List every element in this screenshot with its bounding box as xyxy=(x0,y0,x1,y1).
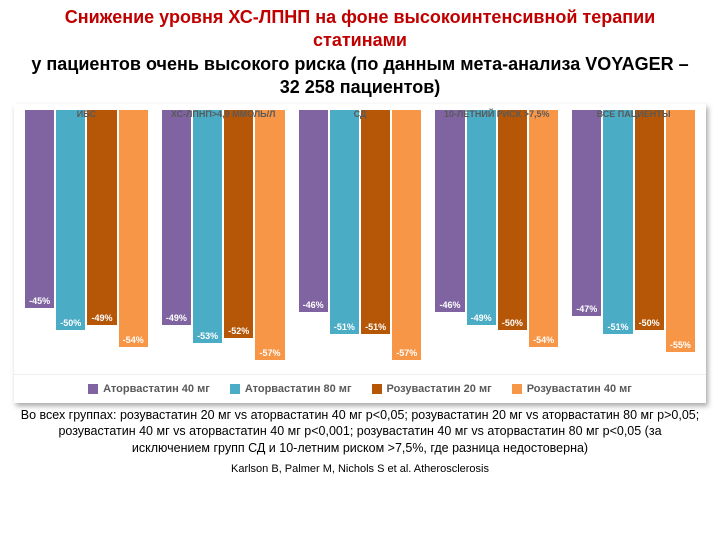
bar-value-label: -50% xyxy=(498,318,527,328)
bar: -57% xyxy=(255,110,284,361)
legend-item: Аторвастатин 80 мг xyxy=(230,383,352,395)
legend-label: Розувастатин 20 мг xyxy=(387,383,492,395)
legend-item: Аторвастатин 40 мг xyxy=(88,383,210,395)
bar-value-label: -47% xyxy=(572,304,601,314)
legend-swatch xyxy=(372,384,382,394)
bar: -47% xyxy=(572,110,601,317)
bar-value-label: -46% xyxy=(299,300,328,310)
chart-group: ХС-ЛПНП>4,9 ММОЛЬ/Л-49%-53%-52%-57% xyxy=(157,110,290,374)
bar-value-label: -57% xyxy=(255,348,284,358)
bar: -54% xyxy=(529,110,558,348)
bar-value-label: -46% xyxy=(435,300,464,310)
bar: -49% xyxy=(87,110,116,326)
bar: -55% xyxy=(666,110,695,352)
bar-value-label: -51% xyxy=(603,322,632,332)
bar-value-label: -54% xyxy=(119,335,148,345)
bar-cluster: -45% -50%-49% -54% xyxy=(20,110,153,374)
bar-value-label: -57% xyxy=(392,348,421,358)
legend-label: Аторвастатин 80 мг xyxy=(245,383,352,395)
bar-cluster: -46% -51%-51% -57% xyxy=(294,110,427,374)
bar-value-label: -53% xyxy=(193,331,222,341)
bar: -57% xyxy=(392,110,421,361)
title-red: Снижение уровня ХС-ЛПНП на фоне высокоин… xyxy=(65,7,655,50)
bar-value-label: -49% xyxy=(467,313,496,323)
legend-swatch xyxy=(230,384,240,394)
legend-item: Розувастатин 20 мг xyxy=(372,383,492,395)
bar: -52% xyxy=(224,110,253,339)
chart-group: ВСЕ ПАЦИЕНТЫ-47%-51%-50%-55% xyxy=(567,110,700,374)
bar-value-label: -55% xyxy=(666,340,695,350)
legend-item: Розувастатин 40 мг xyxy=(512,383,632,395)
bar-value-label: -52% xyxy=(224,326,253,336)
bar: -50% xyxy=(498,110,527,330)
bar-value-label: -45% xyxy=(25,296,54,306)
page-title: Снижение уровня ХС-ЛПНП на фоне высокоин… xyxy=(0,0,720,102)
citation-text: Karlson B, Palmer M, Nichols S et al. At… xyxy=(0,457,720,475)
bar: -46% xyxy=(299,110,328,312)
bar: -51% xyxy=(603,110,632,334)
bar: -45% xyxy=(25,110,54,308)
bar-value-label: -50% xyxy=(635,318,664,328)
bar-value-label: -51% xyxy=(361,322,390,332)
chart-panel: ИБС-45%-50%-49%-54%ХС-ЛПНП>4,9 ММОЛЬ/Л-4… xyxy=(14,104,706,403)
chart-group: СД-46%-51%-51%-57% xyxy=(294,110,427,374)
legend-label: Аторвастатин 40 мг xyxy=(103,383,210,395)
legend-label: Розувастатин 40 мг xyxy=(527,383,632,395)
bar: -50% xyxy=(56,110,85,330)
bar-value-label: -51% xyxy=(330,322,359,332)
bar: -49% xyxy=(162,110,191,326)
bar-cluster: -47%-51%-50% -55% xyxy=(567,110,700,374)
bar-value-label: -50% xyxy=(56,318,85,328)
bar-cluster: -46%-49%-50%-54% xyxy=(430,110,563,374)
bar: -46% xyxy=(435,110,464,312)
chart-group: 10-ЛЕТНИЙ РИСК >7,5%-46%-49%-50%-54% xyxy=(430,110,563,374)
legend-swatch xyxy=(512,384,522,394)
bar-cluster: -49%-53%-52% -57% xyxy=(157,110,290,374)
bar-value-label: -49% xyxy=(87,313,116,323)
chart-legend: Аторвастатин 40 мг Аторвастатин 80 мг Розу… xyxy=(14,374,706,403)
bar: -51% xyxy=(330,110,359,334)
bar: -51% xyxy=(361,110,390,334)
title-black: у пациентов очень высокого риска (по дан… xyxy=(31,54,688,97)
bar: -53% xyxy=(193,110,222,343)
bar-value-label: -54% xyxy=(529,335,558,345)
bar: -50% xyxy=(635,110,664,330)
chart-plot-area: ИБС-45%-50%-49%-54%ХС-ЛПНП>4,9 ММОЛЬ/Л-4… xyxy=(14,104,706,374)
bar-value-label: -49% xyxy=(162,313,191,323)
chart-group: ИБС-45%-50%-49%-54% xyxy=(20,110,153,374)
bar: -54% xyxy=(119,110,148,348)
footnote-text: Во всех группах: розувастатин 20 мг vs а… xyxy=(0,403,720,458)
legend-swatch xyxy=(88,384,98,394)
bar: -49% xyxy=(467,110,496,326)
